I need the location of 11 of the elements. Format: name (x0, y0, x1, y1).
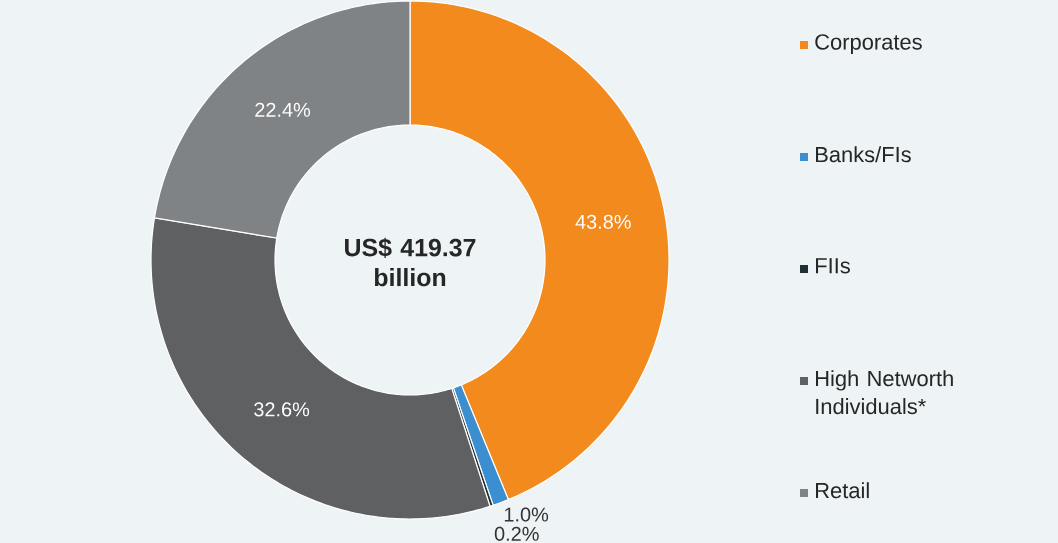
legend-label: Banks/FIs (816, 146, 911, 163)
data-label: 22.4% (255, 102, 311, 117)
data-label: 43.8% (575, 214, 631, 229)
legend-label: FIIs (816, 258, 850, 274)
legend-label: High Networth Individuals* (816, 370, 953, 415)
data-label: 1.0% (504, 507, 549, 522)
data-label: 0.2% (494, 526, 539, 541)
legend-label: Retail (816, 482, 869, 499)
data-label: 32.6% (254, 402, 310, 417)
legend-label: Corporates (815, 34, 922, 55)
text: US$ 419.37 billion (345, 237, 476, 287)
